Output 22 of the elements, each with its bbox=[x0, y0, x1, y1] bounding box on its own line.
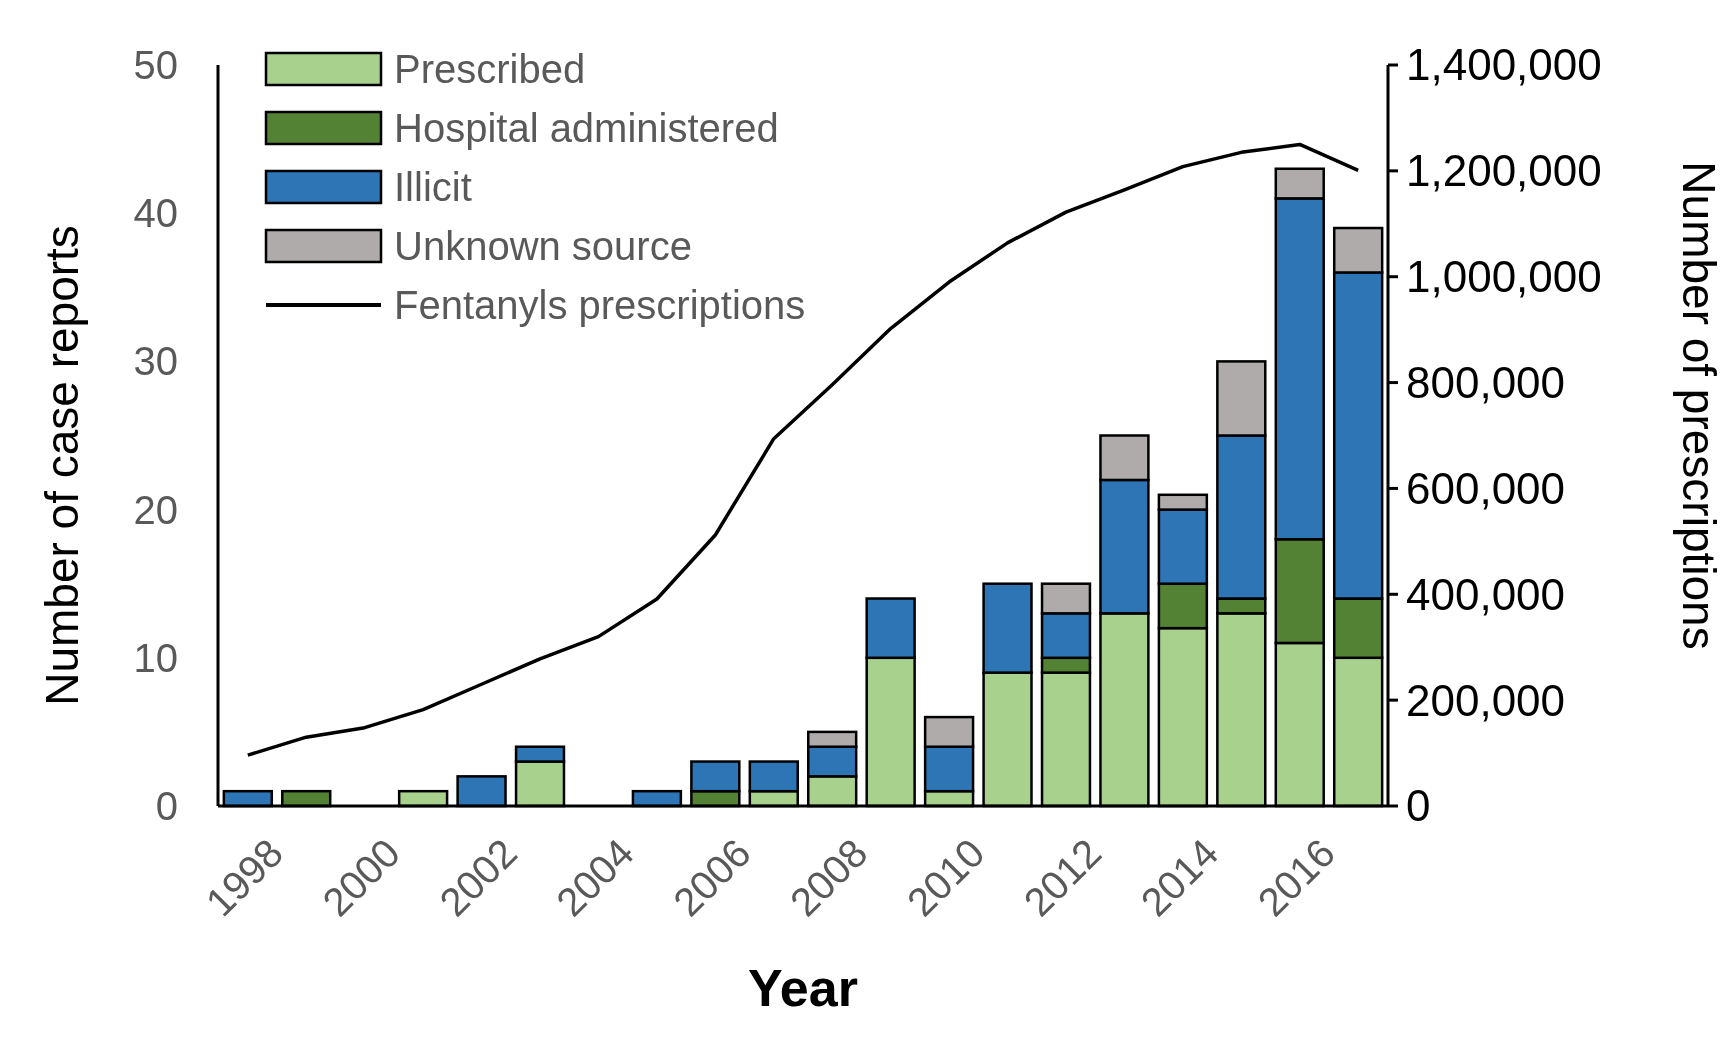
y-tick-label: 0 bbox=[155, 784, 178, 828]
y2-tick-label: 400,000 bbox=[1406, 569, 1566, 619]
y-tick-label: 20 bbox=[133, 487, 178, 532]
y-tick-label: 30 bbox=[133, 339, 178, 384]
legend-label: Hospital administered bbox=[394, 106, 779, 150]
y-tick-label: 50 bbox=[133, 43, 178, 87]
y2-tick-label: 1,000,000 bbox=[1406, 252, 1602, 302]
y-axis-title: Number of case reports bbox=[36, 225, 88, 706]
y-tick-label: 10 bbox=[133, 635, 178, 680]
y2-tick-label: 1,200,000 bbox=[1406, 146, 1602, 196]
y2-tick-label: 1,400,000 bbox=[1406, 40, 1602, 90]
legend-label: Unknown source bbox=[394, 224, 692, 268]
y2-axis-title: Number of prescriptions bbox=[1673, 161, 1725, 650]
legend-label: Illicit bbox=[394, 165, 472, 209]
y2-tick-label: 800,000 bbox=[1406, 357, 1566, 407]
legend-label: Fentanyls prescriptions bbox=[394, 283, 806, 327]
y2-tick-label: 600,000 bbox=[1406, 463, 1566, 513]
y2-tick-label: 200,000 bbox=[1406, 675, 1566, 725]
x-axis-title: Year bbox=[748, 959, 858, 1017]
y-tick-label: 40 bbox=[133, 191, 178, 236]
y2-tick-label: 0 bbox=[1406, 781, 1431, 831]
legend-label: Prescribed bbox=[394, 47, 586, 91]
